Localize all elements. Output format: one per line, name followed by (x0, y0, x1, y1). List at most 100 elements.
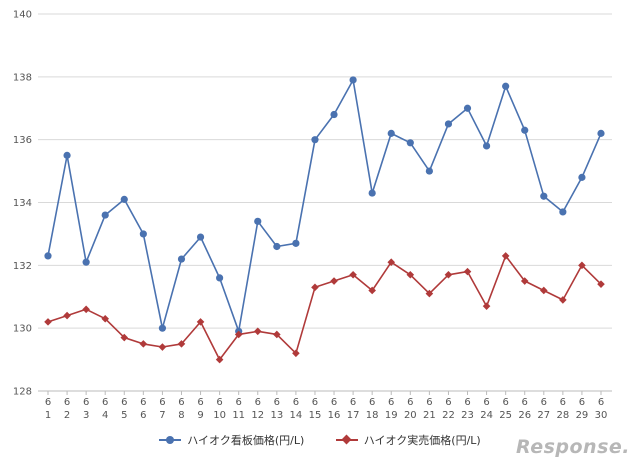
x-tick-label-month: 6 (121, 397, 127, 408)
x-tick-label-month: 6 (159, 397, 165, 408)
x-tick-label-month: 6 (331, 397, 337, 408)
data-point (158, 343, 167, 351)
data-point (597, 129, 605, 137)
data-point (539, 286, 548, 295)
x-tick-label-day: 4 (102, 410, 108, 421)
legend-item-signboard-price: ハイオク看板価格(円/L) (159, 432, 304, 448)
x-tick-label-day: 5 (121, 410, 127, 421)
x-tick-label-month: 6 (464, 397, 470, 408)
data-point (501, 252, 510, 260)
data-point (540, 192, 548, 200)
data-point (82, 258, 90, 266)
data-point (559, 208, 567, 216)
data-point (44, 318, 52, 326)
data-point (406, 270, 415, 279)
data-point (387, 129, 395, 137)
legend-item-actual-price: ハイオク実売価格(円/L) (335, 432, 481, 448)
x-tick-label-month: 6 (255, 397, 261, 408)
data-point (139, 230, 147, 238)
data-point (292, 349, 300, 358)
data-point (177, 340, 186, 348)
x-tick-label-day: 21 (423, 410, 436, 421)
x-tick-label-day: 19 (385, 410, 398, 421)
data-point (425, 289, 434, 298)
x-tick-label-month: 6 (45, 397, 51, 408)
data-point (463, 104, 472, 112)
data-point (216, 274, 224, 282)
data-point (463, 267, 472, 276)
x-tick-label-day: 17 (347, 410, 360, 421)
x-tick-label-day: 16 (328, 410, 341, 421)
x-tick-label-day: 9 (197, 410, 203, 421)
x-tick-label-month: 6 (522, 397, 528, 408)
x-tick-label-day: 27 (537, 410, 550, 421)
x-tick-label-day: 22 (442, 410, 455, 421)
series-layer (44, 76, 605, 364)
data-point (120, 195, 128, 203)
x-tick-label-month: 6 (445, 397, 451, 408)
x-tick-label-month: 6 (388, 397, 394, 408)
data-point (82, 305, 90, 314)
x-tick-label-month: 6 (140, 397, 146, 408)
data-point (273, 330, 281, 339)
data-point (330, 277, 338, 285)
x-tick-label-day: 3 (83, 410, 89, 421)
data-point (254, 217, 262, 225)
data-point (292, 239, 300, 247)
data-point (196, 233, 205, 241)
x-tick-label-month: 6 (407, 397, 413, 408)
x-tick-label-month: 6 (216, 397, 222, 408)
data-point (482, 302, 491, 310)
data-point (387, 258, 396, 266)
y-tick-label: 140 (13, 10, 32, 21)
data-point (444, 270, 453, 279)
data-point (196, 318, 205, 326)
response-logo: Response. (516, 436, 630, 458)
data-point (215, 355, 224, 364)
x-tick-label-day: 7 (159, 410, 165, 421)
data-point (482, 142, 491, 150)
legend-marker-circle (159, 435, 182, 445)
x-tick-label-day: 14 (290, 410, 303, 421)
data-point (311, 136, 319, 144)
x-tick-label-day: 10 (213, 410, 226, 421)
data-point (578, 261, 586, 270)
y-tick-label: 138 (13, 72, 32, 83)
data-point (234, 330, 243, 339)
x-axis: 6162636465666768696106116126136146156166… (45, 391, 608, 421)
x-tick-label-month: 6 (102, 397, 108, 408)
data-point (44, 252, 52, 260)
data-point (521, 126, 529, 134)
x-tick-label-day: 30 (595, 410, 608, 421)
x-tick-label-day: 11 (232, 410, 245, 421)
x-tick-label-month: 6 (274, 397, 280, 408)
x-tick-label-day: 29 (576, 410, 589, 421)
data-point (502, 82, 510, 90)
x-tick-label-day: 24 (480, 410, 493, 421)
x-tick-label-day: 25 (499, 410, 512, 421)
x-tick-label-day: 13 (270, 410, 283, 421)
data-point (425, 167, 433, 175)
y-tick-label: 134 (13, 198, 32, 209)
x-tick-label-month: 6 (560, 397, 566, 408)
y-tick-label: 136 (13, 135, 32, 146)
x-tick-label-month: 6 (369, 397, 375, 408)
y-axis: 128 130 132 134 136 138 140 (13, 10, 32, 398)
data-point (597, 280, 605, 288)
y-tick-label: 132 (13, 261, 32, 272)
x-tick-label-day: 1 (45, 410, 51, 421)
x-tick-label-month: 6 (426, 397, 432, 408)
x-tick-label-month: 6 (312, 397, 318, 408)
x-tick-label-month: 6 (483, 397, 489, 408)
data-point (349, 270, 357, 279)
x-tick-label-day: 6 (140, 410, 146, 421)
data-point (368, 286, 376, 295)
x-tick-label-month: 6 (579, 397, 585, 408)
x-tick-label-day: 23 (461, 410, 474, 421)
x-tick-label-month: 6 (178, 397, 184, 408)
data-point (158, 324, 167, 332)
data-point (120, 333, 129, 342)
x-tick-label-month: 6 (236, 397, 242, 408)
data-point (101, 211, 109, 219)
